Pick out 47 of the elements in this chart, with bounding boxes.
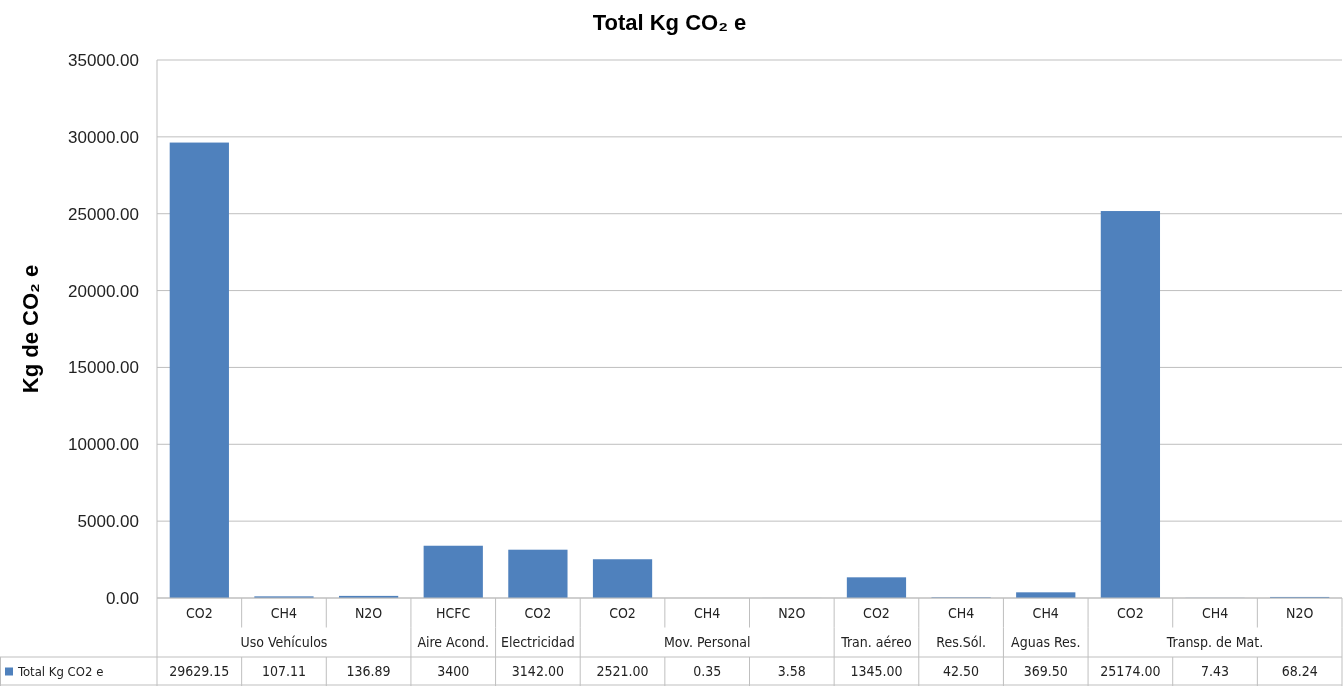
x-tick-label: N2O	[354, 604, 383, 621]
text: Mov. Personal	[663, 634, 751, 651]
text: Tran. aéreo	[840, 634, 912, 651]
chart-title: Total Kg CO₂ e	[592, 10, 747, 35]
data-label: 68.24	[1281, 663, 1318, 680]
y-axis-title: Kg de CO₂ e	[18, 264, 43, 394]
legend-label: Total Kg CO2 e	[17, 664, 104, 680]
x-tick-label: CO2	[185, 604, 213, 621]
text: Electricidad	[500, 634, 575, 651]
x-tick-label: CH4	[1032, 604, 1059, 621]
data-label: 0.35	[693, 663, 722, 680]
y-tick-label: 10000.00	[68, 435, 139, 455]
data-label: 2521.00	[596, 663, 649, 680]
data-label: 136.89	[346, 663, 391, 680]
y-tick-label: 20000.00	[68, 281, 139, 301]
text: Res.Sól.	[936, 634, 986, 651]
y-tick-label: 30000.00	[68, 127, 139, 147]
y-tick-label: 5000.00	[77, 512, 139, 532]
x-tick-label: CO2	[1117, 604, 1144, 621]
data-label: 29629.15	[169, 663, 230, 680]
text: Aguas Res.	[1011, 634, 1081, 651]
x-tick-label: CH4	[270, 604, 298, 621]
text: Transp. de Mat.	[1165, 634, 1264, 651]
data-label: 369.50	[1023, 663, 1068, 680]
x-tick-label: CO2	[863, 604, 890, 621]
x-tick-label: CO2	[609, 604, 636, 621]
x-tick-label: CH4	[947, 604, 975, 621]
x-tick-label: N2O	[778, 604, 806, 621]
data-label: 3.58	[777, 663, 806, 680]
y-tick-label: 35000.00	[68, 50, 139, 70]
text: Aire Acond.	[417, 634, 490, 651]
x-tick-label: HCFC	[436, 604, 471, 621]
data-label: 3142.00	[511, 663, 564, 680]
x-tick-label: N2O	[1286, 604, 1314, 621]
text: Uso Vehículos	[240, 634, 328, 651]
y-tick-label: 15000.00	[68, 358, 139, 378]
data-label: 7.43	[1201, 663, 1230, 680]
x-tick-label: CH4	[694, 604, 721, 621]
data-label: 1345.00	[850, 663, 903, 680]
data-label: 3400	[437, 663, 470, 680]
data-label: 25174.00	[1100, 663, 1161, 680]
data-label: 107.11	[261, 663, 306, 680]
x-tick-label: CH4	[1201, 604, 1229, 621]
data-label: 42.50	[943, 663, 980, 680]
y-tick-label: 25000.00	[68, 204, 139, 224]
y-tick-label: 0.00	[105, 588, 139, 608]
x-tick-label: CO2	[524, 604, 552, 621]
